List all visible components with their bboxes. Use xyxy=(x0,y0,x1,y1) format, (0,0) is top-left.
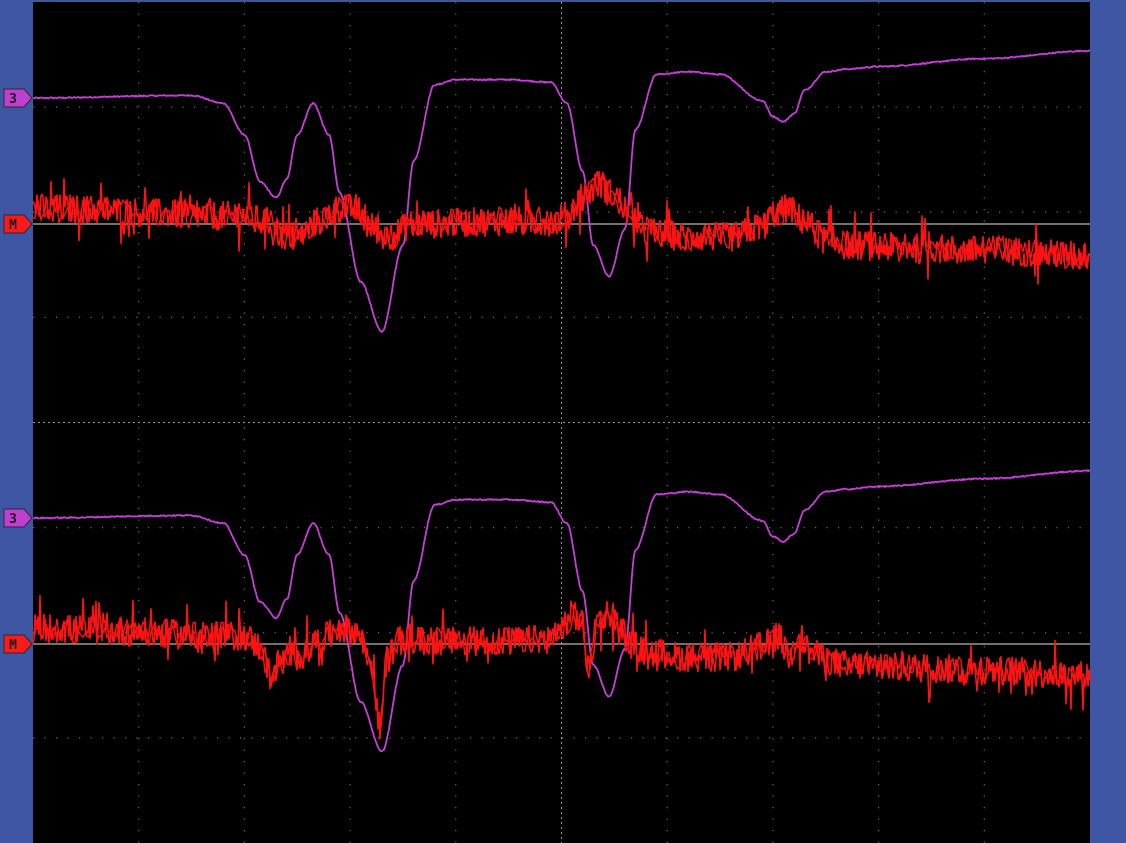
channel-marker-shape xyxy=(3,214,33,234)
trace-panel-2 xyxy=(32,469,1091,753)
channel-marker-red: M xyxy=(3,214,33,234)
channel-marker-label: M xyxy=(9,218,17,233)
channel-marker-magenta: 3 xyxy=(3,88,33,108)
channel-marker-label: 3 xyxy=(9,512,17,527)
magenta-channel-trace xyxy=(32,469,1091,753)
red-channel-trace-band xyxy=(32,170,1090,271)
channel-marker-magenta: 3 xyxy=(3,508,33,528)
channel-marker-red: M xyxy=(3,634,33,654)
waveform-traces xyxy=(32,49,1091,753)
channel-marker-shape xyxy=(3,634,33,654)
red-channel-trace-band xyxy=(32,602,1090,727)
graticule-grid xyxy=(33,2,1090,843)
channel-marker-label: M xyxy=(9,638,17,653)
channel-marker-shape xyxy=(3,88,33,108)
trace-panel-1 xyxy=(32,49,1091,333)
magenta-channel-trace xyxy=(32,49,1091,333)
channel-markers: 3 M 3 M xyxy=(3,88,33,654)
channel-marker-label: 3 xyxy=(9,92,17,107)
channel-marker-shape xyxy=(3,508,33,528)
